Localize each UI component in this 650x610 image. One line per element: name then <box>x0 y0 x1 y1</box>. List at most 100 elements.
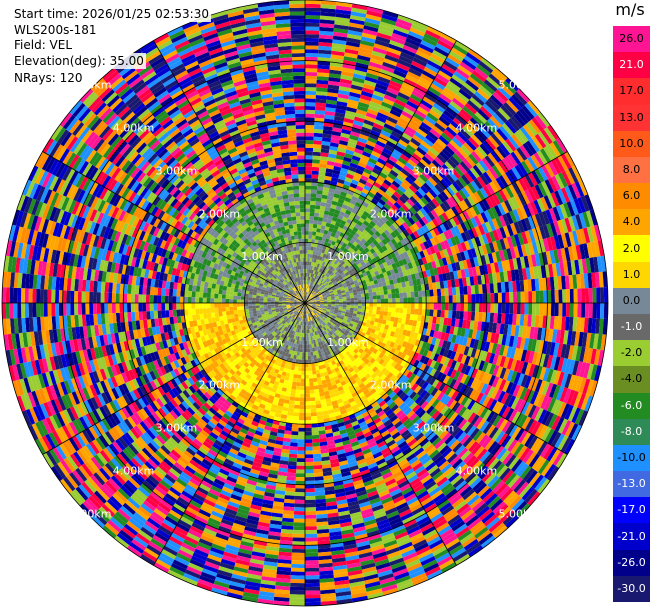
velocity-cell <box>338 295 343 298</box>
velocity-cell <box>464 122 477 135</box>
velocity-cell <box>379 185 388 193</box>
velocity-cell <box>317 68 330 74</box>
velocity-cell <box>409 441 420 451</box>
velocity-cell <box>468 441 479 453</box>
velocity-cell <box>507 270 513 282</box>
velocity-cell <box>482 103 496 116</box>
velocity-cell <box>456 372 465 383</box>
velocity-cell <box>569 303 574 318</box>
velocity-cell <box>476 189 486 201</box>
velocity-cell <box>408 456 419 465</box>
velocity-cell <box>311 307 315 310</box>
velocity-cell <box>390 360 398 368</box>
velocity-cell <box>308 370 313 375</box>
velocity-cell <box>539 225 547 240</box>
velocity-cell <box>380 151 391 159</box>
velocity-cell <box>372 333 378 340</box>
velocity-cell <box>305 295 307 300</box>
velocity-cell <box>361 188 370 195</box>
velocity-cell <box>360 130 371 137</box>
velocity-cell <box>431 452 442 462</box>
velocity-cell <box>388 381 396 389</box>
velocity-cell <box>435 380 443 390</box>
velocity-cell <box>296 355 300 360</box>
velocity-cell <box>581 332 588 348</box>
velocity-cell <box>495 482 508 496</box>
velocity-cell <box>441 163 452 174</box>
velocity-cell <box>413 87 427 97</box>
velocity-cell <box>325 312 330 315</box>
velocity-cell <box>326 278 331 283</box>
velocity-cell <box>500 83 514 97</box>
velocity-cell <box>305 117 315 122</box>
velocity-cell <box>321 221 327 227</box>
velocity-cell <box>552 450 565 466</box>
velocity-cell <box>330 277 335 282</box>
velocity-cell <box>546 368 554 383</box>
velocity-cell <box>308 231 313 236</box>
velocity-cell <box>333 341 339 346</box>
velocity-cell <box>365 72 379 80</box>
velocity-cell <box>566 330 573 346</box>
velocity-cell <box>450 279 456 288</box>
velocity-cell <box>541 210 550 225</box>
velocity-cell <box>384 162 394 170</box>
velocity-cell <box>354 297 358 301</box>
velocity-cell <box>310 189 317 194</box>
velocity-cell <box>338 270 344 275</box>
velocity-cell <box>376 299 381 303</box>
velocity-cell <box>367 136 378 144</box>
velocity-cell <box>390 76 404 85</box>
velocity-cell <box>295 480 305 485</box>
velocity-cell <box>444 161 455 172</box>
velocity-cell <box>401 318 406 325</box>
velocity-cell <box>391 312 396 318</box>
velocity-cell <box>334 330 339 336</box>
velocity-cell <box>497 292 502 303</box>
velocity-cell <box>311 311 315 316</box>
velocity-cell <box>344 313 349 317</box>
velocity-cell <box>289 400 295 405</box>
velocity-cell <box>415 252 422 260</box>
velocity-cell <box>329 145 339 152</box>
velocity-cell <box>367 316 372 321</box>
velocity-cell <box>428 109 441 120</box>
velocity-cell <box>297 367 302 372</box>
velocity-cell <box>504 199 513 213</box>
velocity-cell <box>393 283 399 289</box>
velocity-cell <box>419 207 428 217</box>
velocity-cell <box>541 381 550 396</box>
velocity-cell <box>486 303 491 313</box>
velocity-cell <box>375 191 383 199</box>
velocity-cell <box>373 279 379 285</box>
velocity-cell <box>403 237 410 245</box>
velocity-cell <box>327 231 333 236</box>
velocity-cell <box>503 356 510 369</box>
velocity-cell <box>511 166 522 180</box>
velocity-cell <box>536 198 546 213</box>
velocity-cell <box>406 198 415 207</box>
velocity-cell <box>488 519 503 533</box>
velocity-cell <box>307 340 310 345</box>
velocity-cell <box>356 323 362 328</box>
velocity-cell <box>547 430 559 445</box>
velocity-cell <box>376 310 381 315</box>
velocity-cell <box>537 478 551 494</box>
velocity-cell <box>590 364 598 381</box>
velocity-cell <box>463 142 474 154</box>
velocity-cell <box>537 409 548 424</box>
velocity-cell <box>396 174 406 183</box>
velocity-cell <box>580 273 585 289</box>
velocity-cell <box>502 469 514 483</box>
velocity-cell <box>344 361 350 367</box>
velocity-cell <box>378 218 386 226</box>
velocity-cell <box>427 60 442 71</box>
velocity-cell <box>510 324 516 337</box>
velocity-cell <box>430 422 441 432</box>
velocity-cell <box>479 508 493 521</box>
velocity-cell <box>401 281 406 288</box>
velocity-cell <box>534 476 548 492</box>
velocity-cell <box>394 66 409 75</box>
velocity-cell <box>488 273 494 284</box>
velocity-cell <box>457 64 472 77</box>
